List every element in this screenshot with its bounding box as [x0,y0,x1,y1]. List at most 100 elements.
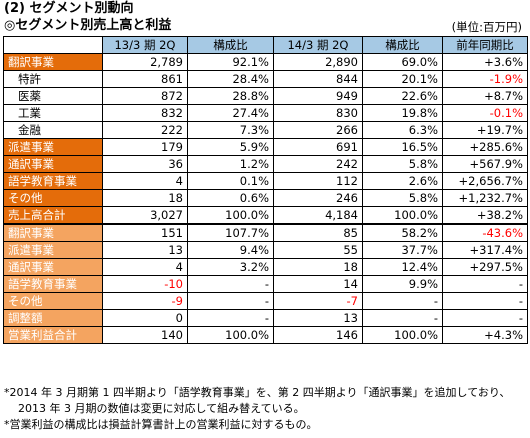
table-row: 特許 861 28.4% 844 20.1% -1.9% [3,70,528,88]
segment-name-cell: 通訳事業 [3,155,103,173]
segment-name-cell: 派遣事業 [3,138,103,156]
header-yoy: 前年同期比 [442,36,528,54]
table-row: 通訳事業 36 1.2% 242 5.8% +567.9% [3,155,528,173]
prev-cell: -10 [102,275,188,293]
curr-cell: 112 [273,172,363,190]
yoy-cell: +297.5% [442,258,528,276]
curr-cell: 830 [273,104,363,122]
prev-cell: 36 [102,155,188,173]
table-row: 調整額 0-13- - [3,309,528,327]
table-row: 工業 832 27.4% 830 19.8% -0.1% [3,104,528,122]
yoy-cell: +19.7% [442,121,528,139]
table-row: 語学教育事業 4 0.1% 112 2.6% +2,656.7% [3,172,528,190]
yoy-cell: -43.6% [442,223,528,242]
prev-ratio-cell: 100.0% [187,206,274,225]
prev-cell: 832 [102,104,188,122]
subsection-title: ◎セグメント別売上高と利益 [4,18,172,33]
table-row: 翻訳事業 151 107.7% 85 58.2% -43.6% [3,223,528,242]
prev-ratio-cell: 7.3% [187,121,274,139]
curr-cell: 13 [273,309,363,327]
curr-ratio-cell: 100.0% [362,326,443,344]
prev-ratio-cell: - [187,292,274,310]
header-prev-ratio: 構成比 [187,36,274,54]
yoy-cell: +567.9% [442,155,528,173]
table-row: その他 -9- -7- - [3,292,528,310]
header-curr-period: 14/3 期 2Q [273,36,363,54]
curr-cell: 691 [273,138,363,156]
table-row: 売上高合計 3,027 100.0% 4,184 100.0% +38.2% [3,206,528,225]
prev-cell: 13 [102,241,188,259]
prev-cell: 4 [102,172,188,190]
table-row: 金融 222 7.3% 266 6.3% +19.7% [3,121,528,139]
yoy-cell: - [442,309,528,327]
prev-cell: 872 [102,87,188,105]
curr-cell: 85 [273,223,363,242]
segment-name-cell: 医薬 [3,87,103,105]
yoy-cell: -0.1% [442,104,528,122]
segment-name-cell: 翻訳事業 [3,223,103,242]
table-body: 翻訳事業 2,789 92.1% 2,890 69.0% +3.6% 特許 861 28.4% 8… [3,53,528,344]
segment-name-cell: 通訳事業 [3,258,103,276]
curr-ratio-cell: - [362,309,443,327]
note-line-2: 2013 年 3 月期の数値は変更に対応して組み替えている。 [18,402,305,415]
prev-ratio-cell: 28.8% [187,87,274,105]
table-row: 派遣事業 179 5.9% 691 16.5% +285.6% [3,138,528,156]
note-line-1: *2014 年 3 月期第 1 四半期より「語学教育事業」を、第 2 四半期より… [4,386,511,399]
curr-ratio-cell: 69.0% [362,53,443,71]
curr-ratio-cell: - [362,292,443,310]
curr-cell: 4,184 [273,206,363,225]
prev-ratio-cell: 107.7% [187,223,274,242]
segment-table: 13/3 期 2Q 構成比 14/3 期 2Q 構成比 前年同期比 翻訳事業 2,… [3,36,528,344]
curr-ratio-cell: 9.9% [362,275,443,293]
curr-cell: -7 [273,292,363,310]
curr-ratio-cell: 16.5% [362,138,443,156]
curr-ratio-cell: 58.2% [362,223,443,242]
curr-cell: 266 [273,121,363,139]
prev-cell: 151 [102,223,188,242]
segment-name-cell: 語学教育事業 [3,275,103,293]
yoy-cell: - [442,292,528,310]
curr-cell: 146 [273,326,363,344]
prev-cell: 222 [102,121,188,139]
prev-ratio-cell: 9.4% [187,241,274,259]
curr-cell: 242 [273,155,363,173]
unit-label: (単位:百万円) [451,20,522,34]
prev-cell: 2,789 [102,53,188,71]
notes: *2014 年 3 月期第 1 四半期より「語学教育事業」を、第 2 四半期より… [4,385,510,433]
curr-cell: 949 [273,87,363,105]
curr-cell: 246 [273,189,363,207]
segment-name-cell: 工業 [3,104,103,122]
curr-cell: 844 [273,70,363,88]
prev-ratio-cell: 0.1% [187,172,274,190]
table-row: 翻訳事業 2,789 92.1% 2,890 69.0% +3.6% [3,53,528,71]
curr-ratio-cell: 37.7% [362,241,443,259]
prev-ratio-cell: 0.6% [187,189,274,207]
segment-name-cell: 営業利益合計 [3,326,103,344]
yoy-cell: -1.9% [442,70,528,88]
header-blank [3,36,103,54]
table-row: 派遣事業 13 9.4% 55 37.7% +317.4% [3,241,528,259]
curr-ratio-cell: 19.8% [362,104,443,122]
header-prev-period: 13/3 期 2Q [102,36,188,54]
prev-ratio-cell: 27.4% [187,104,274,122]
table-row: その他 18 0.6% 246 5.8% +1,232.7% [3,189,528,207]
yoy-cell: +4.3% [442,326,528,344]
yoy-cell: - [442,275,528,293]
curr-ratio-cell: 100.0% [362,206,443,225]
segment-name-cell: 調整額 [3,309,103,327]
header-curr-ratio: 構成比 [362,36,443,54]
prev-cell: 4 [102,258,188,276]
yoy-cell: +38.2% [442,206,528,225]
prev-cell: 179 [102,138,188,156]
segment-name-cell: 金融 [3,121,103,139]
curr-cell: 18 [273,258,363,276]
section-title: (2) セグメント別動向 [4,1,134,16]
curr-cell: 2,890 [273,53,363,71]
curr-ratio-cell: 20.1% [362,70,443,88]
note-line-3: *営業利益の構成比は損益計算書計上の営業利益に対するもの。 [4,418,318,431]
curr-ratio-cell: 5.8% [362,155,443,173]
prev-cell: 861 [102,70,188,88]
prev-ratio-cell: 92.1% [187,53,274,71]
prev-ratio-cell: - [187,309,274,327]
